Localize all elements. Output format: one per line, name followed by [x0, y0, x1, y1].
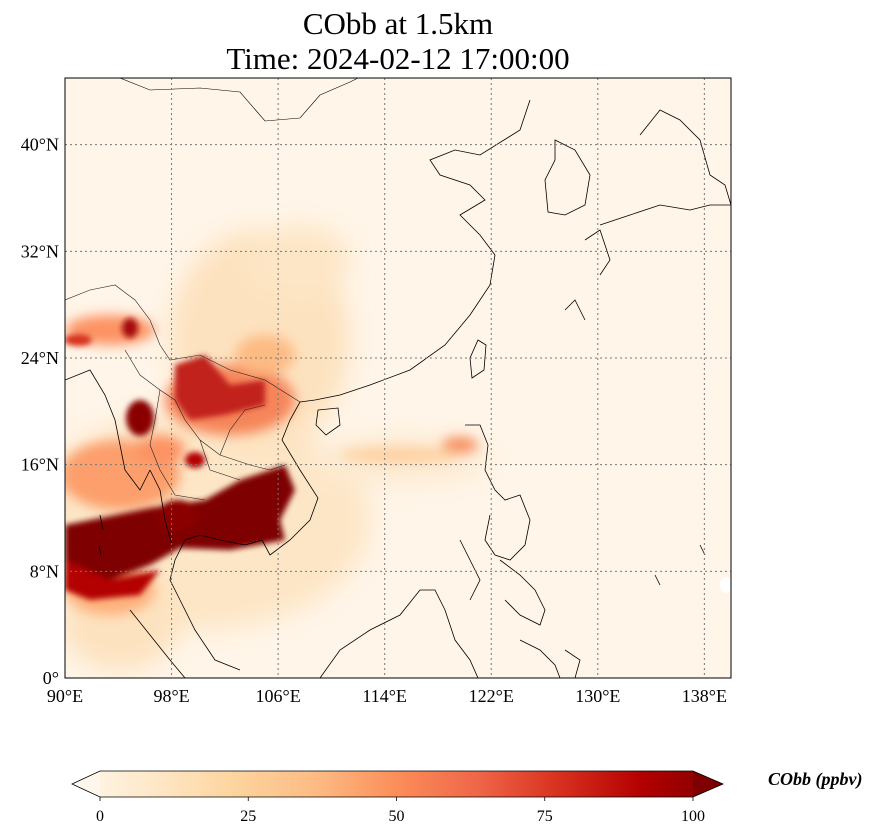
x-tick-label: 138°E	[682, 686, 727, 706]
colorbar-tick-label: 0	[96, 808, 104, 825]
colorbar-tick-label: 25	[240, 808, 256, 825]
colorbar-extend-max	[693, 771, 723, 797]
x-tick-label: 106°E	[256, 686, 301, 706]
missing-data-patch	[720, 577, 731, 593]
y-tick-label: 32°N	[21, 241, 59, 261]
x-tick-label: 114°E	[362, 686, 407, 706]
cobb-strong	[65, 318, 295, 600]
map-title-line2: Time: 2024-02-12 17:00:00	[226, 41, 570, 76]
colorbar-tick-label: 50	[389, 808, 405, 825]
country-borders	[65, 284, 301, 501]
y-tick-label: 16°N	[21, 455, 59, 475]
x-tick-label: 130°E	[575, 686, 620, 706]
colorbar-extend-min	[72, 771, 100, 797]
y-tick-label: 40°N	[21, 135, 59, 155]
colorbar-ticks: 0 25 50 75 100	[96, 797, 705, 825]
colorbar: 0 25 50 75 100	[71, 770, 725, 825]
y-tick-label: 0°	[43, 668, 59, 688]
y-tick-label: 8°N	[30, 561, 59, 581]
x-tick-label: 122°E	[469, 686, 514, 706]
x-tick-label: 90°E	[47, 686, 83, 706]
colorbar-tick-label: 100	[681, 808, 705, 825]
colorbar-tick-label: 75	[537, 808, 553, 825]
cobb-field	[65, 225, 731, 670]
colorbar-fill	[72, 771, 723, 797]
x-axis-ticks: 90°E 98°E 106°E 114°E 122°E 130°E 138°E	[47, 686, 727, 706]
colorbar-label: CObb (ppbv)	[768, 769, 863, 789]
y-axis-ticks: 0° 8°N 16°N 24°N 32°N 40°N	[21, 135, 59, 688]
coastlines	[65, 78, 731, 678]
plot-frame	[64, 77, 732, 679]
y-tick-label: 24°N	[21, 348, 59, 368]
gridlines	[65, 78, 731, 678]
x-tick-label: 98°E	[153, 686, 189, 706]
map-title-line1: CObb at 1.5km	[302, 6, 494, 41]
